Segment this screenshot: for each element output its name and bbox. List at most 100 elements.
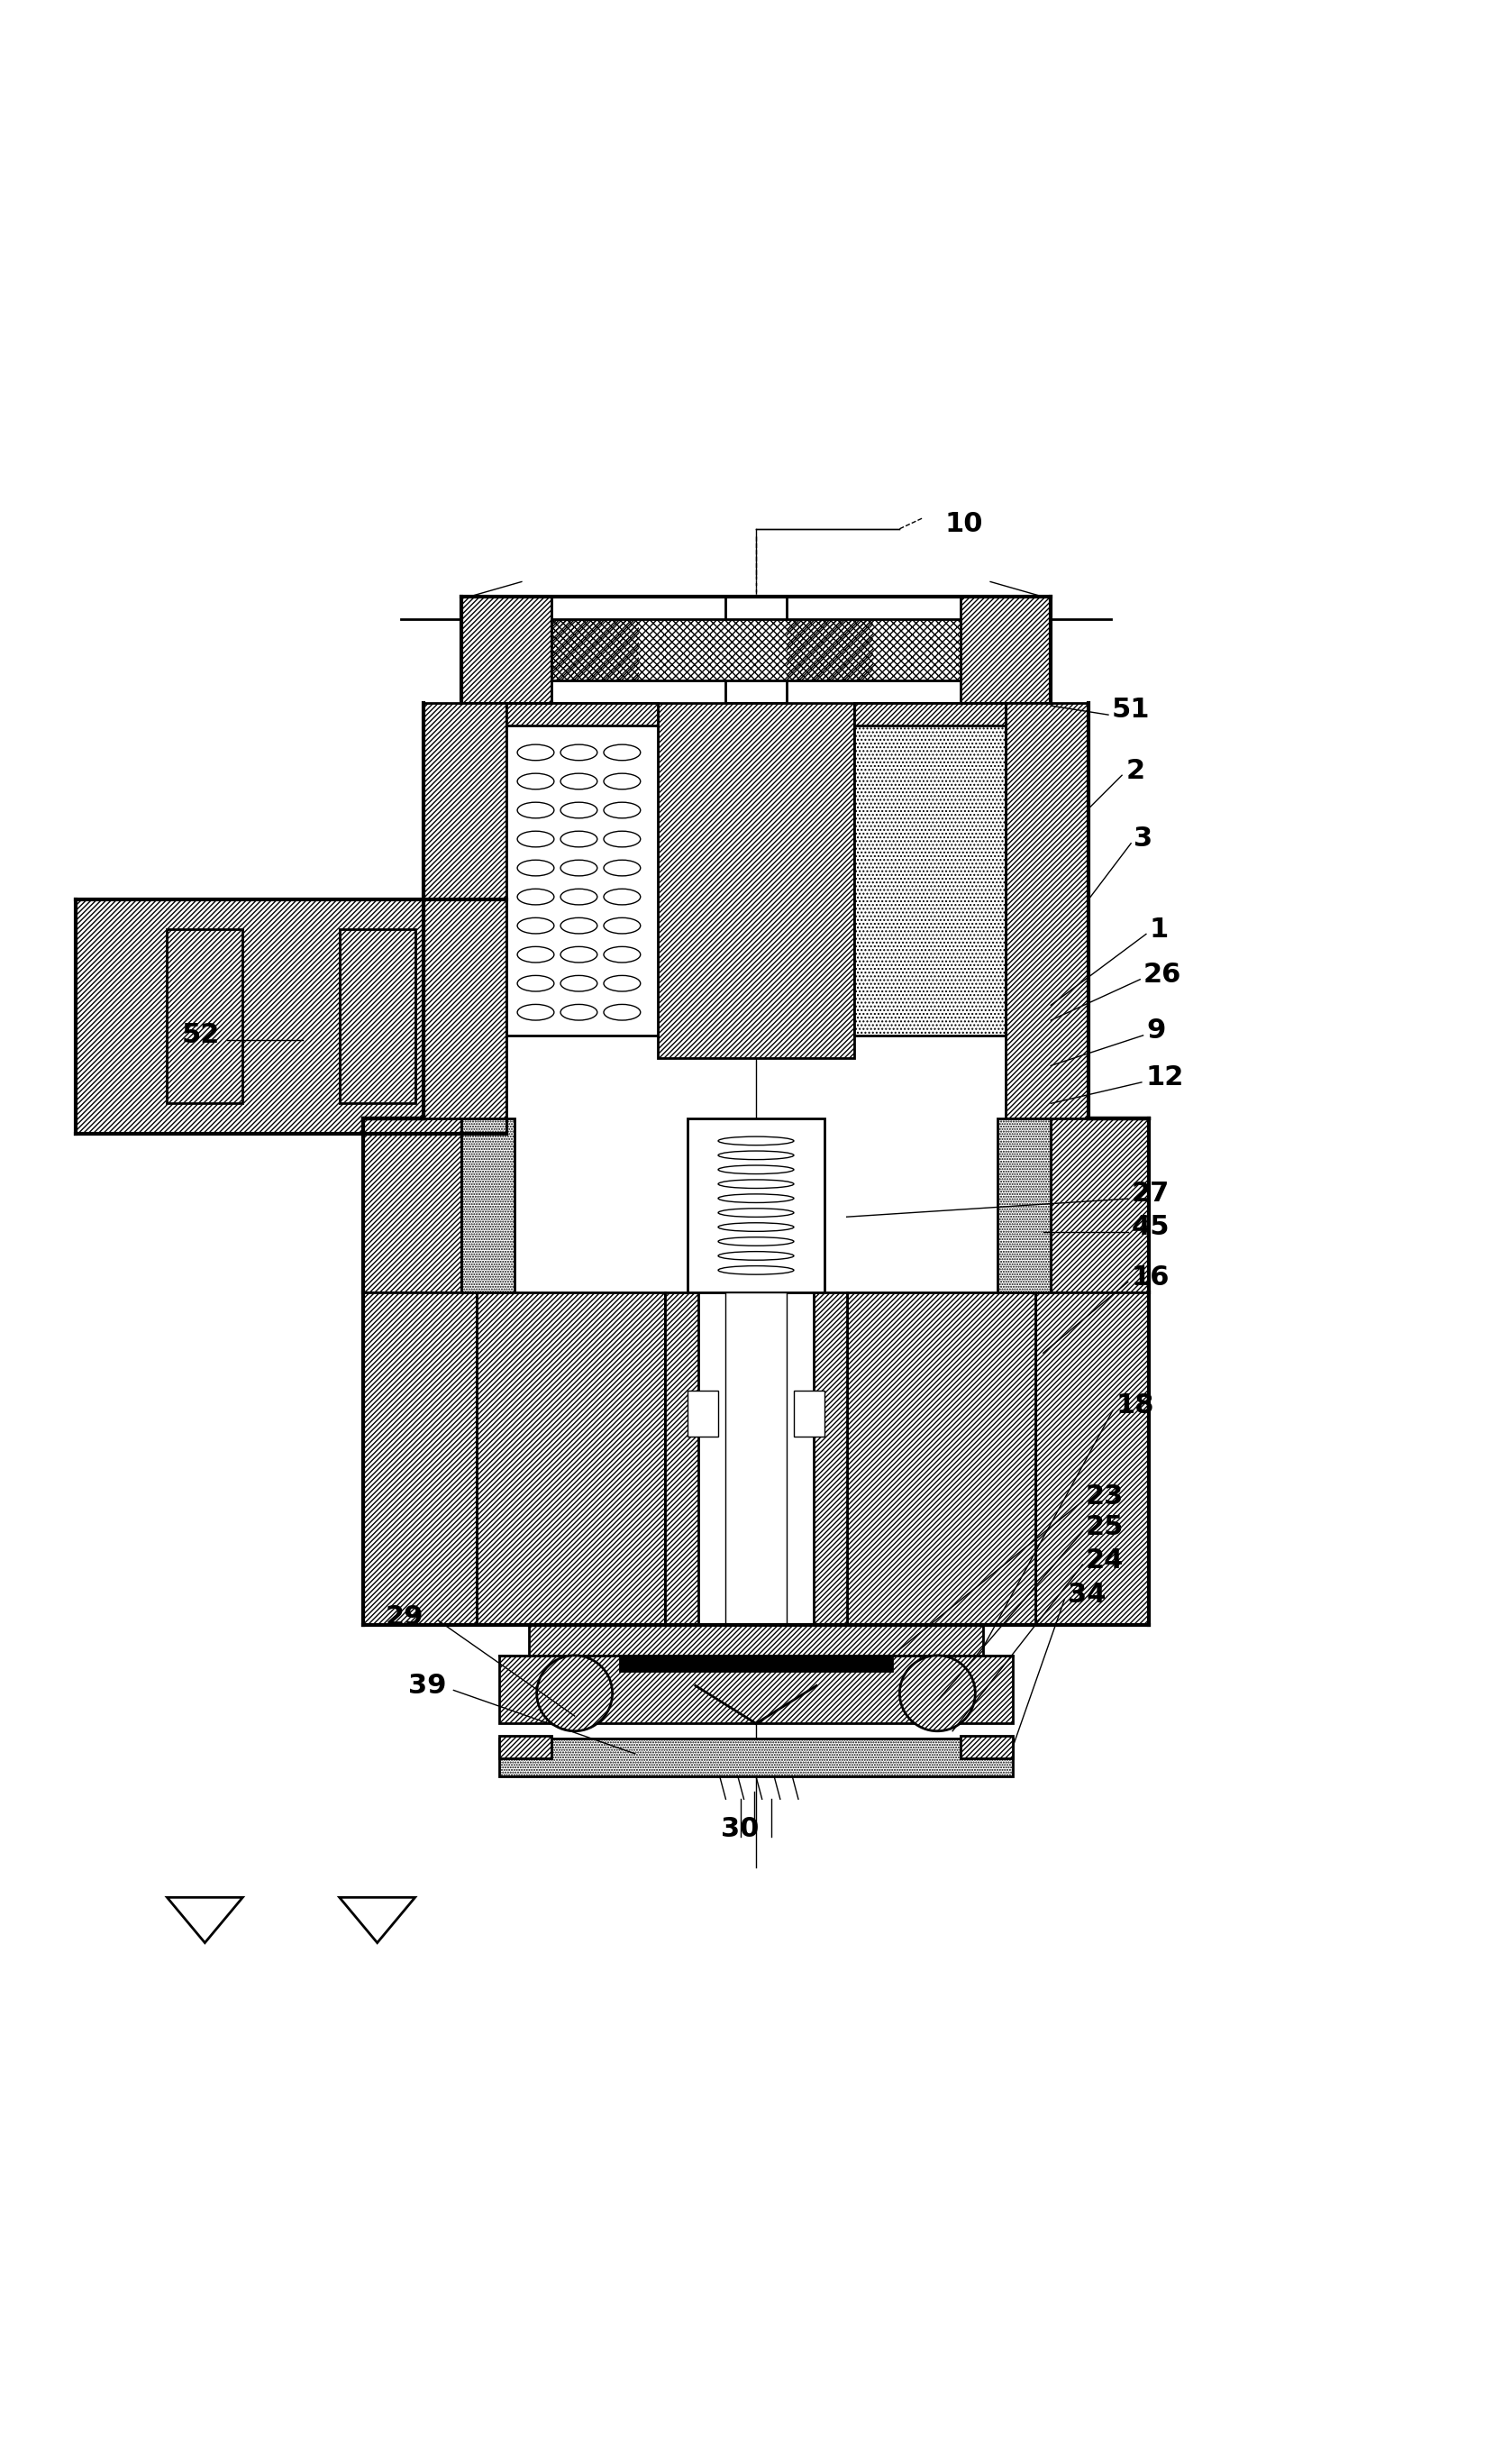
Ellipse shape (561, 890, 597, 904)
Bar (166, 929, 243, 1104)
Text: 10: 10 (945, 510, 983, 537)
Bar (854, 702, 1005, 717)
Bar (854, 717, 1005, 1035)
Text: 2: 2 (1126, 756, 1146, 784)
Bar (529, 1626, 983, 1656)
Bar (76, 899, 507, 1133)
Bar (658, 702, 854, 1057)
Bar (854, 702, 1005, 724)
Bar (813, 1294, 847, 1626)
Bar (552, 618, 960, 680)
Bar (461, 596, 552, 702)
Polygon shape (339, 1897, 414, 1942)
Bar (363, 1119, 461, 1294)
Bar (794, 1390, 824, 1437)
Bar (665, 1294, 699, 1626)
Ellipse shape (517, 803, 553, 818)
Text: 29: 29 (386, 1604, 423, 1631)
Ellipse shape (603, 1005, 641, 1020)
Ellipse shape (718, 1151, 794, 1161)
Ellipse shape (517, 830, 553, 848)
Ellipse shape (603, 744, 641, 761)
Ellipse shape (603, 774, 641, 788)
Bar (726, 596, 786, 702)
Bar (339, 929, 414, 1104)
Ellipse shape (517, 774, 553, 788)
Ellipse shape (517, 1005, 553, 1020)
Ellipse shape (603, 946, 641, 963)
Text: 24: 24 (1086, 1547, 1123, 1572)
Bar (960, 596, 1051, 702)
Bar (363, 1294, 476, 1626)
Bar (854, 702, 1005, 717)
Bar (476, 1294, 665, 1626)
Bar (960, 596, 1051, 702)
Ellipse shape (603, 890, 641, 904)
Bar (960, 1735, 1013, 1759)
Bar (499, 1740, 1013, 1777)
Bar (854, 717, 1005, 1035)
Ellipse shape (561, 946, 597, 963)
Bar (688, 1390, 718, 1437)
Bar (529, 1626, 983, 1656)
Bar (658, 702, 854, 1057)
Bar (499, 1735, 552, 1759)
Text: 27: 27 (1131, 1180, 1169, 1207)
Ellipse shape (517, 946, 553, 963)
Bar (1051, 1119, 1149, 1294)
Text: 25: 25 (1086, 1513, 1123, 1540)
Text: 51: 51 (1111, 697, 1149, 724)
Ellipse shape (603, 917, 641, 934)
Bar (461, 596, 552, 702)
Ellipse shape (718, 1207, 794, 1217)
Bar (476, 1294, 665, 1626)
Ellipse shape (718, 1136, 794, 1146)
Polygon shape (166, 1897, 242, 1942)
Bar (507, 702, 658, 717)
Text: 16: 16 (1131, 1264, 1169, 1291)
Text: 52: 52 (181, 1023, 219, 1047)
Bar (854, 702, 1005, 724)
Circle shape (537, 1656, 612, 1732)
Bar (1051, 1119, 1149, 1294)
Text: 34: 34 (1067, 1582, 1105, 1609)
Ellipse shape (561, 744, 597, 761)
Ellipse shape (718, 1222, 794, 1232)
Ellipse shape (603, 976, 641, 991)
Bar (1005, 702, 1089, 1119)
Bar (76, 899, 507, 1133)
Bar (960, 1735, 1013, 1759)
Bar (552, 618, 638, 680)
Bar (847, 1294, 1036, 1626)
Text: 12: 12 (1146, 1064, 1184, 1092)
Ellipse shape (718, 1266, 794, 1274)
Bar (620, 1656, 892, 1671)
Bar (423, 702, 507, 1119)
Bar (363, 1119, 461, 1294)
Ellipse shape (603, 803, 641, 818)
Ellipse shape (718, 1252, 794, 1259)
Text: 1: 1 (1149, 917, 1169, 944)
Ellipse shape (561, 774, 597, 788)
Bar (813, 1294, 847, 1626)
Text: 39: 39 (408, 1673, 446, 1698)
Bar (507, 717, 658, 1035)
Ellipse shape (561, 830, 597, 848)
Bar (1036, 1294, 1149, 1626)
Ellipse shape (718, 1180, 794, 1188)
Ellipse shape (718, 1165, 794, 1173)
Text: 30: 30 (721, 1816, 759, 1843)
Ellipse shape (603, 830, 641, 848)
Bar (726, 1294, 786, 1626)
Bar (166, 929, 243, 1104)
Ellipse shape (561, 860, 597, 875)
Bar (461, 1119, 514, 1294)
Bar (507, 702, 658, 717)
Bar (998, 1119, 1051, 1294)
Bar (1005, 702, 1089, 1119)
Bar (499, 1740, 1013, 1777)
Bar (786, 618, 874, 680)
Ellipse shape (561, 803, 597, 818)
Ellipse shape (517, 890, 553, 904)
Bar (998, 1119, 1051, 1294)
